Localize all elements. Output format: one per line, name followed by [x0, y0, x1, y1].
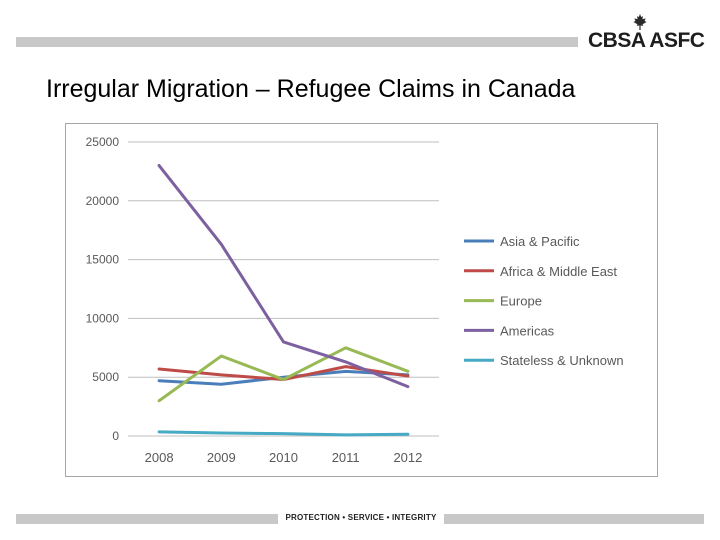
series-line-asia-pacific [157, 369, 410, 386]
legend-label: Stateless & Unknown [500, 353, 624, 368]
y-tick-label: 5000 [92, 370, 119, 384]
legend-label: Americas [500, 323, 555, 338]
y-tick-label: 0 [112, 429, 119, 443]
x-tick-label: 2009 [207, 450, 236, 465]
legend-label: Africa & Middle East [500, 264, 617, 279]
y-tick-label: 10000 [86, 311, 120, 325]
footer-motto-box: PROTECTION • SERVICE • INTEGRITY [278, 512, 444, 526]
y-tick-label: 15000 [86, 253, 120, 267]
y-tick-label: 25000 [86, 135, 120, 149]
footer-motto: PROTECTION • SERVICE • INTEGRITY [285, 513, 437, 522]
header-rule [16, 37, 578, 47]
x-tick-label: 2010 [269, 450, 298, 465]
cbsa-logo: CBSA ASFC [588, 14, 705, 58]
x-tick-label: 2012 [393, 450, 422, 465]
series-line-stateless-unknown [157, 430, 410, 437]
logo-text: CBSA ASFC [588, 29, 705, 52]
chart-container: 0 5000 10000 15000 20000 25000 2008 2009 2010 201… [65, 123, 658, 477]
legend-label: Europe [500, 294, 542, 309]
series-line-europe [157, 346, 410, 403]
series-line-americas [157, 164, 410, 389]
y-tick-label: 20000 [86, 194, 120, 208]
maple-leaf-icon [633, 14, 647, 30]
legend-label: Asia & Pacific [500, 234, 580, 249]
slide-title: Irregular Migration – Refugee Claims in … [46, 75, 576, 103]
x-tick-label: 2011 [332, 450, 360, 465]
x-tick-label: 2008 [145, 450, 174, 465]
chart: 0 5000 10000 15000 20000 25000 2008 2009 2010 201… [86, 135, 624, 465]
